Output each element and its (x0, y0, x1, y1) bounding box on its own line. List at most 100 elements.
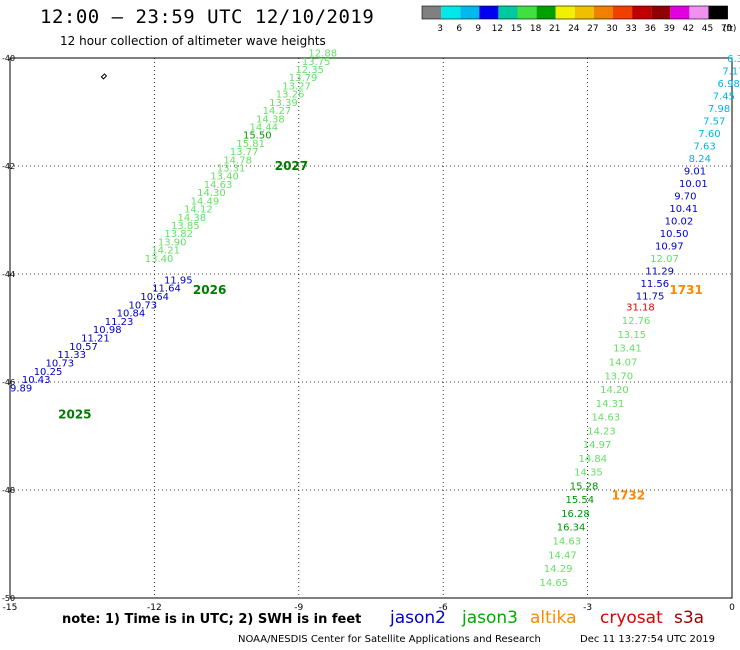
wave-height-value: 10.97 (655, 242, 684, 253)
wave-height-value: 10.57 (69, 342, 98, 353)
scale-label: 9 (475, 24, 481, 34)
lon-tick-label: -3 (583, 603, 592, 613)
scale-swatch (708, 6, 728, 19)
scale-label: 21 (549, 24, 560, 34)
scale-label: 3 (437, 24, 443, 34)
wave-height-value: 13.90 (158, 237, 187, 248)
wave-height-value: 14.07 (609, 357, 638, 368)
scale-swatch (498, 6, 518, 19)
wave-height-value: 14.44 (250, 122, 279, 133)
scale-label: 18 (530, 24, 542, 34)
wave-height-value: 9.70 (674, 192, 696, 203)
wave-height-value: 14.38 (178, 213, 207, 224)
wave-height-value: 11.75 (636, 292, 665, 303)
wave-height-value: 9.89 (10, 383, 32, 394)
scale-label: 30 (606, 24, 618, 34)
wave-height-value: 6.98 (718, 79, 740, 90)
wave-height-value: 8.24 (689, 154, 711, 165)
pass-time-label: 2027 (275, 159, 308, 173)
wave-height-value: 10.64 (140, 292, 169, 303)
wave-height-value: 12.35 (295, 65, 324, 76)
scale-label: 6 (456, 24, 462, 34)
wave-height-value: 14.29 (544, 564, 573, 575)
wave-height-value: 14.20 (600, 385, 629, 396)
lat-tick-label: -40 (2, 54, 15, 63)
wave-height-value: 7.63 (693, 142, 715, 153)
wave-height-value: 13.75 (302, 57, 331, 68)
wave-height-value: 13.85 (171, 221, 200, 232)
scale-swatch (689, 6, 709, 19)
scale-label: 24 (568, 24, 580, 34)
wave-height-value: 14.27 (263, 106, 292, 117)
wave-height-value: 15.50 (243, 131, 272, 142)
scale-label: 39 (664, 24, 676, 34)
lon-tick-label: -6 (439, 603, 448, 613)
wave-height-value: 11.33 (57, 350, 86, 361)
wave-height-value: 12.88 (308, 49, 337, 60)
wave-height-value: 14.35 (574, 468, 603, 479)
lat-tick-label: -42 (2, 162, 15, 171)
legend-s3a: s3a (674, 608, 705, 628)
wave-height-value: 15.54 (565, 495, 594, 506)
wave-height-value: 14.65 (539, 578, 568, 589)
wave-height-value: 12.76 (622, 316, 651, 327)
wave-height-value: 14.97 (583, 440, 612, 451)
wave-height-value: 7.98 (708, 104, 730, 115)
wave-height-value: 10.02 (665, 217, 694, 228)
wave-height-value: 13.77 (230, 147, 259, 158)
scale-label: 12 (492, 24, 503, 34)
island-outline (100, 73, 108, 80)
scale-swatch (555, 6, 575, 19)
wave-height-value: 13.40 (210, 172, 239, 183)
lon-tick-label: -9 (294, 603, 303, 613)
wave-height-value: 13.26 (276, 90, 305, 101)
scale-label: 70 (721, 24, 733, 34)
wave-height-value: 7.45 (713, 92, 735, 103)
wave-height-value: 14.63 (591, 413, 620, 424)
wave-height-value: 11.23 (105, 317, 134, 328)
wave-height-value: 10.25 (34, 367, 63, 378)
wave-height-value: 16.28 (561, 509, 590, 520)
wave-height-value: 13.79 (289, 73, 318, 84)
wave-height-value: 6.36 (727, 54, 740, 65)
wave-height-value: 9.01 (684, 167, 706, 178)
scale-swatch (441, 6, 461, 19)
wave-height-value: 16.34 (557, 523, 586, 534)
wave-height-value: 11.64 (152, 284, 181, 295)
wave-height-value: 15.28 (570, 481, 599, 492)
scale-label: 45 (702, 24, 713, 34)
wave-height-value: 14.23 (587, 426, 616, 437)
scale-swatch (479, 6, 499, 19)
wave-height-value: 7.60 (698, 129, 720, 140)
lat-tick-label: -44 (2, 270, 15, 279)
lat-tick-label: -46 (2, 378, 15, 387)
wave-height-value: 10.73 (128, 300, 157, 311)
scale-frame (421, 5, 728, 20)
wave-height-value: 14.49 (191, 196, 220, 207)
wave-height-value: 14.63 (204, 180, 233, 191)
scale-swatch (517, 6, 537, 19)
scale-label: 33 (625, 24, 636, 34)
wave-height-value: 31.18 (626, 302, 655, 313)
lon-tick-label: 0 (729, 603, 735, 613)
wave-height-value: 10.84 (117, 309, 146, 320)
wave-height-value: 13.41 (613, 344, 642, 355)
wave-height-value: 7.17 (722, 67, 740, 78)
wave-height-value: 13.39 (269, 98, 298, 109)
scale-label: 15 (511, 24, 522, 34)
scale-swatch (536, 6, 556, 19)
wave-height-value: 14.78 (223, 155, 252, 166)
wave-height-value: 10.43 (22, 375, 51, 386)
lat-tick-label: -48 (2, 486, 15, 495)
scale-swatch (613, 6, 633, 19)
wave-height-value: 11.29 (645, 267, 674, 278)
wave-height-value: 12.07 (650, 254, 679, 265)
wave-height-value: 14.38 (256, 114, 285, 125)
wave-height-value: 11.95 (164, 275, 193, 286)
legend-cryosat: cryosat (600, 608, 663, 628)
wave-height-value: 14.47 (548, 550, 577, 561)
wave-height-value: 14.31 (596, 399, 625, 410)
scale-swatch (632, 6, 652, 19)
